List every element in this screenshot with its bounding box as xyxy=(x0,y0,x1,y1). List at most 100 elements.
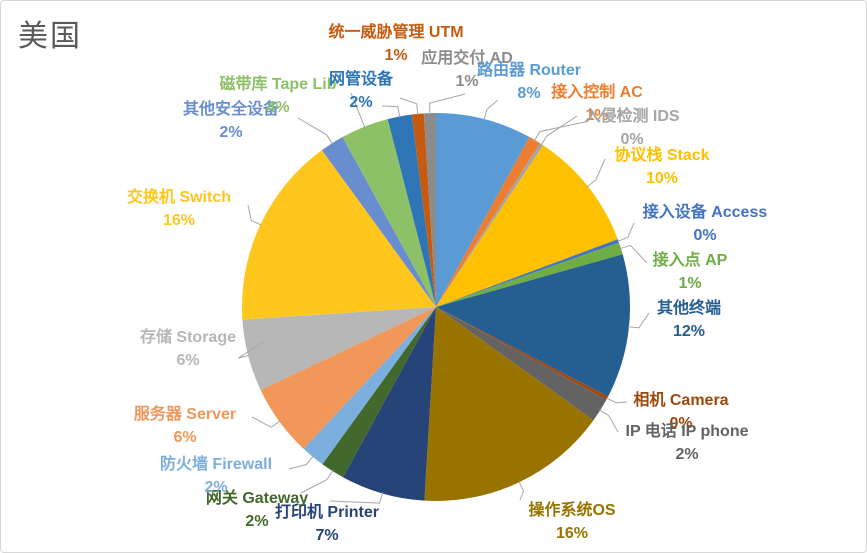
slice-label-percent: 2% xyxy=(245,513,269,530)
leader-line xyxy=(247,204,262,226)
slice-label-name: 网关 Gateway xyxy=(205,490,309,507)
slice-label-name: 其他终端 xyxy=(656,300,722,317)
slice-label-4[interactable]: 接入设备 Access 0% xyxy=(643,201,768,247)
pie-slice-5[interactable] xyxy=(436,242,623,307)
slice-label-percent: 2% xyxy=(219,124,243,141)
slice-label-6[interactable]: 其他终端 12% xyxy=(657,297,721,343)
pie-slice-11[interactable] xyxy=(322,307,436,478)
slice-label-13[interactable]: 服务器 Server 6% xyxy=(134,403,236,449)
pie-slice-12[interactable] xyxy=(303,307,436,465)
leader-line xyxy=(617,222,635,242)
leader-line xyxy=(288,455,314,470)
slice-label-name: IP 电话 IP phone xyxy=(625,423,749,440)
slice-label-percent: 2% xyxy=(349,94,373,111)
slice-label-name: 打印机 Printer xyxy=(274,504,380,521)
leader-line xyxy=(606,397,628,404)
slice-label-name: 网管设备 xyxy=(328,71,394,88)
slice-label-8[interactable]: IP 电话 IP phone 2% xyxy=(626,420,749,466)
slice-label-percent: 0% xyxy=(669,415,693,432)
leader-line xyxy=(350,92,366,128)
leader-line xyxy=(297,117,333,145)
slice-label-name: 应用交付 AD xyxy=(421,50,513,67)
leader-line xyxy=(540,115,578,146)
slice-label-name: 统一威胁管理 UTM xyxy=(328,24,464,41)
slice-label-name: 接入设备 Access xyxy=(642,204,768,221)
slice-label-name: 交换机 Switch xyxy=(126,189,232,206)
slice-label-percent: 10% xyxy=(645,170,679,187)
slice-label-0[interactable]: 路由器 Router 8% xyxy=(477,59,581,105)
slice-label-percent: 6% xyxy=(176,352,200,369)
slice-label-11[interactable]: 网关 Gateway 2% xyxy=(206,487,308,533)
chart-title: 美国 xyxy=(18,20,82,53)
slice-label-18[interactable]: 网管设备 2% xyxy=(329,68,393,114)
slice-label-name: 操作系统OS xyxy=(528,502,616,519)
leader-line xyxy=(238,341,264,359)
pie-slice-20[interactable] xyxy=(423,112,436,307)
slice-label-name: 接入控制 AC xyxy=(551,84,643,101)
slice-label-name: 存储 Storage xyxy=(139,329,237,346)
slice-label-name: 其他安全设备 xyxy=(182,101,280,118)
slice-label-17[interactable]: 磁带库 Tape Lib 4% xyxy=(219,73,336,119)
slice-label-percent: 4% xyxy=(266,99,290,116)
slice-label-percent: 0% xyxy=(693,227,717,244)
slice-label-15[interactable]: 交换机 Switch 16% xyxy=(127,186,231,232)
leader-line xyxy=(300,469,334,494)
leader-line xyxy=(399,97,419,115)
slice-label-10[interactable]: 打印机 Printer 7% xyxy=(275,501,379,547)
slice-label-percent: 16% xyxy=(555,525,589,542)
slice-label-percent: 2% xyxy=(675,446,699,463)
slice-label-5[interactable]: 接入点 AP 1% xyxy=(653,249,728,295)
leader-line xyxy=(518,481,525,501)
pie-slice-8[interactable] xyxy=(436,307,607,421)
pie-slice-2[interactable] xyxy=(436,143,544,307)
slice-label-percent: 8% xyxy=(517,85,541,102)
leader-line xyxy=(619,244,648,264)
pie-slice-19[interactable] xyxy=(411,113,436,307)
slice-label-name: 协议栈 Stack xyxy=(614,147,710,164)
slice-label-name: 磁带库 Tape Lib xyxy=(219,76,337,93)
pie-slice-0[interactable] xyxy=(436,112,530,307)
slice-label-3[interactable]: 协议栈 Stack 10% xyxy=(614,144,709,190)
slice-label-percent: 16% xyxy=(162,212,196,229)
slice-label-2[interactable]: 入侵检测 IDS 0% xyxy=(584,105,679,151)
slice-label-percent: 1% xyxy=(384,47,408,64)
pie-slice-3[interactable] xyxy=(436,145,618,307)
leader-line xyxy=(586,158,606,188)
slice-label-1[interactable]: 接入控制 AC 1% xyxy=(551,81,643,127)
leader-line xyxy=(251,416,281,428)
slice-label-percent: 0% xyxy=(620,131,644,148)
slice-label-20[interactable]: 应用交付 AD 1% xyxy=(421,47,513,93)
slice-label-name: 防火墙 Firewall xyxy=(159,456,273,473)
slice-label-7[interactable]: 相机 Camera 0% xyxy=(633,389,728,435)
pie-slice-4[interactable] xyxy=(436,239,620,307)
pie-slice-7[interactable] xyxy=(436,307,609,400)
slice-label-percent: 1% xyxy=(585,107,609,124)
slice-label-percent: 2% xyxy=(204,479,228,496)
slice-label-percent: 1% xyxy=(678,275,702,292)
leader-line xyxy=(533,121,586,142)
pie-slice-14[interactable] xyxy=(242,307,436,390)
pie-slice-16[interactable] xyxy=(321,137,436,307)
pie-slice-6[interactable] xyxy=(436,254,630,397)
pie-slice-13[interactable] xyxy=(260,307,436,449)
slice-label-19[interactable]: 统一威胁管理 UTM 1% xyxy=(326,21,466,67)
slice-label-percent: 6% xyxy=(173,429,197,446)
slice-label-9[interactable]: 操作系统OS 16% xyxy=(528,499,615,545)
slice-label-16[interactable]: 其他安全设备 2% xyxy=(183,98,279,144)
pie-slice-17[interactable] xyxy=(342,119,436,307)
slice-label-name: 接入点 AP xyxy=(652,252,728,269)
pie-slice-10[interactable] xyxy=(342,307,436,501)
pie-slice-1[interactable] xyxy=(436,137,541,307)
leader-line xyxy=(627,312,650,329)
slice-label-percent: 12% xyxy=(672,323,706,340)
slice-label-14[interactable]: 存储 Storage 6% xyxy=(140,326,236,372)
slice-label-name: 入侵检测 IDS xyxy=(584,108,680,125)
pie-slice-18[interactable] xyxy=(387,114,436,307)
leader-line xyxy=(381,105,401,118)
pie-slice-9[interactable] xyxy=(424,307,594,501)
slice-label-name: 相机 Camera xyxy=(633,392,729,409)
slice-label-percent: 1% xyxy=(455,73,479,90)
slice-label-12[interactable]: 防火墙 Firewall 2% xyxy=(160,453,272,499)
pie-slice-15[interactable] xyxy=(241,150,436,320)
